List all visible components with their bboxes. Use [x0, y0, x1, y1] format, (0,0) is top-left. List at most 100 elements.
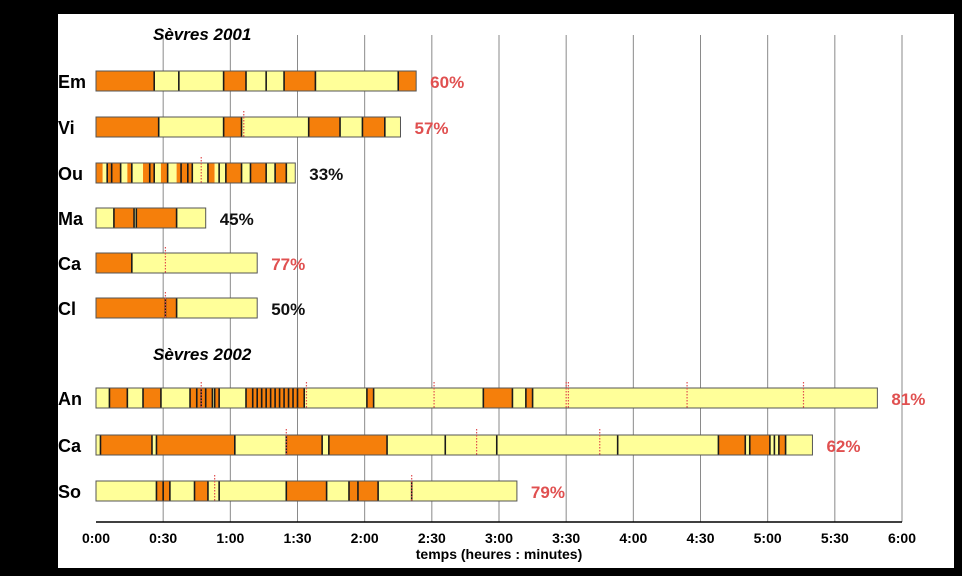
- bar-segment-inactive: [96, 481, 157, 501]
- bar-segment-inactive: [322, 435, 329, 455]
- bar-segment-inactive: [326, 481, 349, 501]
- row-label: Ca: [58, 254, 82, 274]
- x-tick-label: 1:00: [216, 530, 244, 546]
- bar-segment-inactive: [214, 163, 226, 183]
- bar-segment-inactive: [96, 388, 110, 408]
- bar-outline: [95, 434, 813, 456]
- bar-segment-inactive: [96, 435, 101, 455]
- bar-segment-inactive: [315, 71, 399, 91]
- bar-segment-active: [96, 163, 103, 183]
- x-tick-label: 1:30: [283, 530, 311, 546]
- bar-segment-inactive: [176, 298, 258, 318]
- percent-label: 77%: [271, 255, 305, 274]
- bar-outline: [95, 252, 258, 274]
- row-label: Em: [58, 72, 86, 92]
- bar-segment-active: [286, 435, 323, 455]
- bar-segment-active: [525, 388, 533, 408]
- bar-segment-active: [275, 163, 287, 183]
- percent-label: 60%: [430, 73, 464, 92]
- bar-segment-inactive: [266, 163, 276, 183]
- bar-outline: [95, 116, 401, 138]
- bar-segment-active: [348, 481, 379, 501]
- group-title: Sèvres 2001: [153, 25, 251, 44]
- row-label: Vi: [58, 118, 75, 138]
- bar-segment-active: [483, 388, 513, 408]
- bar-segment-inactive: [169, 481, 195, 501]
- bar-segment-active: [107, 163, 121, 183]
- bar-segment-inactive: [176, 208, 206, 228]
- bar-segment-active: [362, 117, 385, 137]
- bar-segment-active: [100, 435, 152, 455]
- x-tick-label: 2:30: [418, 530, 446, 546]
- bar-segment-active: [96, 117, 159, 137]
- row-label: An: [58, 389, 82, 409]
- percent-label: 50%: [271, 300, 305, 319]
- bar-segment-inactive: [120, 163, 128, 183]
- bar-segment-inactive: [127, 388, 144, 408]
- percent-label: 79%: [531, 483, 565, 502]
- x-tick-label: 0:00: [82, 530, 110, 546]
- bar-outline: [95, 297, 258, 319]
- bar-segment-active: [718, 435, 746, 455]
- bar-segment-inactive: [207, 481, 220, 501]
- bar-segment-inactive: [246, 71, 285, 91]
- bar-segment-active: [284, 71, 316, 91]
- bar-segment-inactive: [131, 253, 258, 273]
- bar-outline: [95, 162, 296, 184]
- bar-segment-inactive: [617, 435, 719, 455]
- bar-segment-inactive: [131, 163, 144, 183]
- bar-segment-active: [286, 481, 327, 501]
- bar-outline: [95, 207, 207, 229]
- percent-label: 45%: [220, 210, 254, 229]
- bar-outline: [95, 480, 518, 502]
- bar-segment-inactive: [512, 388, 526, 408]
- x-tick-label: 5:00: [754, 530, 782, 546]
- bar-segment-active: [176, 163, 193, 183]
- group-title: Sèvres 2002: [153, 345, 252, 364]
- bar-segment-inactive: [219, 388, 247, 408]
- bar-segment-active: [143, 388, 161, 408]
- bar-segment-active: [96, 298, 177, 318]
- x-tick-label: 3:00: [485, 530, 513, 546]
- bar-segment-active: [127, 163, 132, 183]
- bar-segment-inactive: [212, 388, 215, 408]
- bar-segment-active: [113, 208, 135, 228]
- x-tick-label: 0:30: [149, 530, 177, 546]
- bar-segment-active: [749, 435, 770, 455]
- bar-segment-inactive: [154, 163, 161, 183]
- bar-segment-inactive: [192, 163, 208, 183]
- bar-segment-inactive: [384, 117, 401, 137]
- percent-label: 62%: [826, 437, 860, 456]
- bar-segment-inactive: [286, 163, 296, 183]
- x-tick-label: 6:00: [888, 530, 916, 546]
- bar-segment-active: [109, 388, 128, 408]
- x-tick-label: 3:30: [552, 530, 580, 546]
- bar-segment-inactive: [154, 71, 224, 91]
- row-label: So: [58, 482, 81, 502]
- bar-segment-active: [207, 163, 215, 183]
- bar-segment-inactive: [167, 163, 177, 183]
- row-label: Ma: [58, 209, 84, 229]
- row-label: Cl: [58, 299, 76, 319]
- bar-segment-active: [156, 435, 235, 455]
- bar-segment-active: [328, 435, 388, 455]
- bar-segment-inactive: [241, 163, 251, 183]
- chart-svg: 0:00 0:30 1:00 1:30 2:00 2:30 3:00 3:30 4:00 4:30…: [58, 25, 925, 562]
- bar-segment-inactive: [96, 208, 114, 228]
- row-label: Ca: [58, 436, 82, 456]
- bar-segment-inactive: [158, 117, 224, 137]
- bar-segment-inactive: [496, 435, 618, 455]
- bar-segment-active: [223, 71, 247, 91]
- bar-segment-active: [778, 435, 786, 455]
- bar-segment-inactive: [785, 435, 813, 455]
- x-axis-title: temps (heures : minutes): [416, 546, 582, 562]
- bar-segment-active: [143, 163, 155, 183]
- bar-segment-inactive: [387, 435, 446, 455]
- bar-segment-active: [225, 163, 242, 183]
- x-tick-label: 4:30: [686, 530, 714, 546]
- bar-segment-inactive: [134, 208, 137, 228]
- bar-outline: [95, 70, 417, 92]
- bar-segment-active: [96, 71, 155, 91]
- bar-outline: [95, 387, 878, 409]
- percent-label: 57%: [414, 119, 448, 138]
